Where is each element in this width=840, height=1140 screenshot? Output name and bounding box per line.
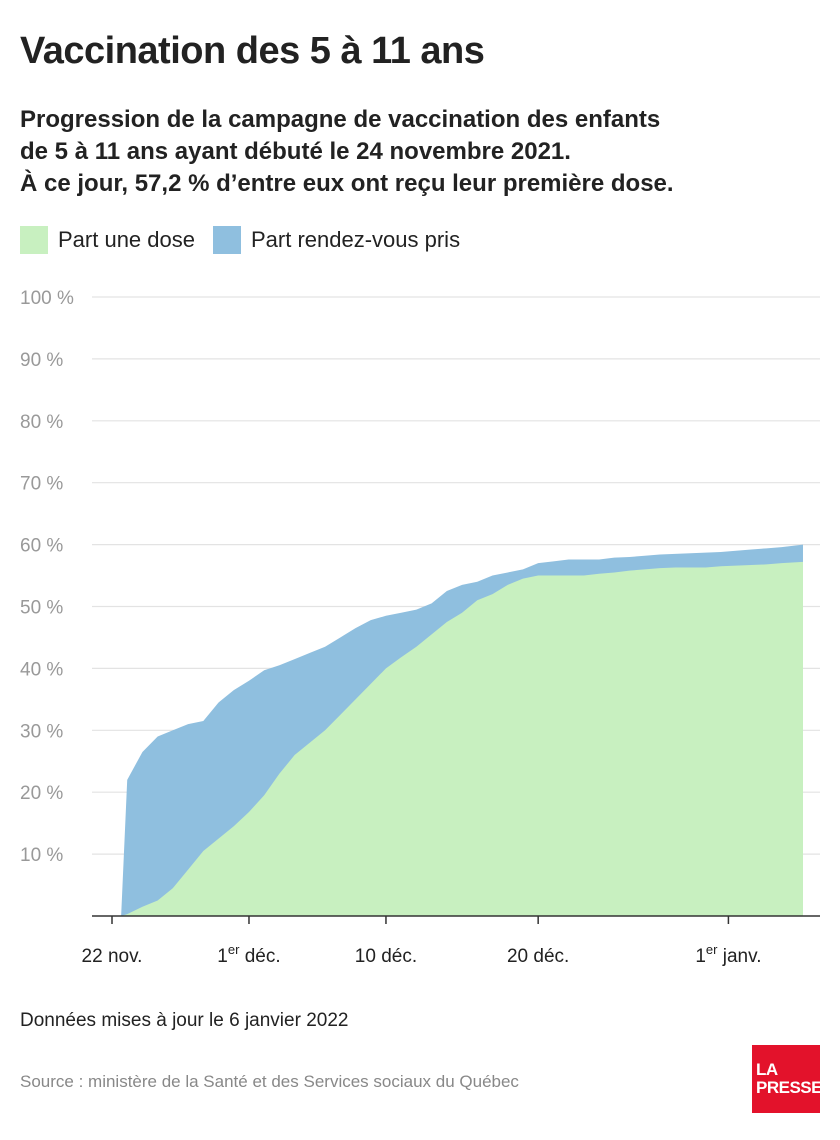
subtitle-line-3: À ce jour, 57,2 % d’entre eux ont reçu l… [20,170,674,197]
y-tick-label: 30 % [20,721,63,742]
logo-line-1: LA [756,1060,778,1079]
y-tick-label: 90 % [20,350,63,371]
y-tick-label: 70 % [20,474,63,495]
area-one-dose [112,561,803,916]
y-tick-label: 60 % [20,536,63,557]
area-chart: 10 % 20 % 30 % 40 % 50 % 60 % 70 % 80 % 90 % 100 … [20,288,820,967]
y-tick-label: 20 % [20,783,63,804]
subtitle-line-1: Progression de la campagne de vaccinatio… [20,106,661,133]
y-tick-label: 100 % [20,288,74,309]
legend-label-appointment: Part rendez-vous pris [250,227,461,252]
chart-subtitle: Progression de la campagne de vaccinatio… [20,104,820,200]
x-tick-label: 22 nov. [82,946,143,967]
chart-title: Vaccination des 5 à 11 ans [20,30,485,72]
subtitle-line-2: de 5 à 11 ans ayant débuté le 24 novembr… [20,138,571,165]
x-tick-label: 10 déc. [355,946,417,967]
y-tick-label: 50 % [20,598,63,619]
x-tick-label: 1er janv. [695,942,761,967]
logo-line-2: PRESSE [756,1078,822,1097]
legend-item-appointment: Part rendez-vous pris [212,226,461,254]
legend-swatch-appointment [212,226,241,254]
la-presse-logo: LA PRESSE [752,1045,822,1113]
y-tick-label: 10 % [20,845,63,866]
y-tick-label: 40 % [20,659,63,680]
legend-swatch-one-dose [20,226,48,254]
legend-label-one-dose: Part une dose [58,227,195,252]
x-tick-label: 20 déc. [507,946,569,967]
y-tick-label: 80 % [20,412,63,433]
x-tick-label: 1er déc. [217,942,280,967]
chart-legend: Part une dose Part rendez-vous pris [20,226,478,254]
source-note: Source : ministère de la Santé et des Se… [20,1072,519,1091]
update-note: Données mises à jour le 6 janvier 2022 [20,1010,349,1031]
legend-item-one-dose: Part une dose [20,226,195,254]
